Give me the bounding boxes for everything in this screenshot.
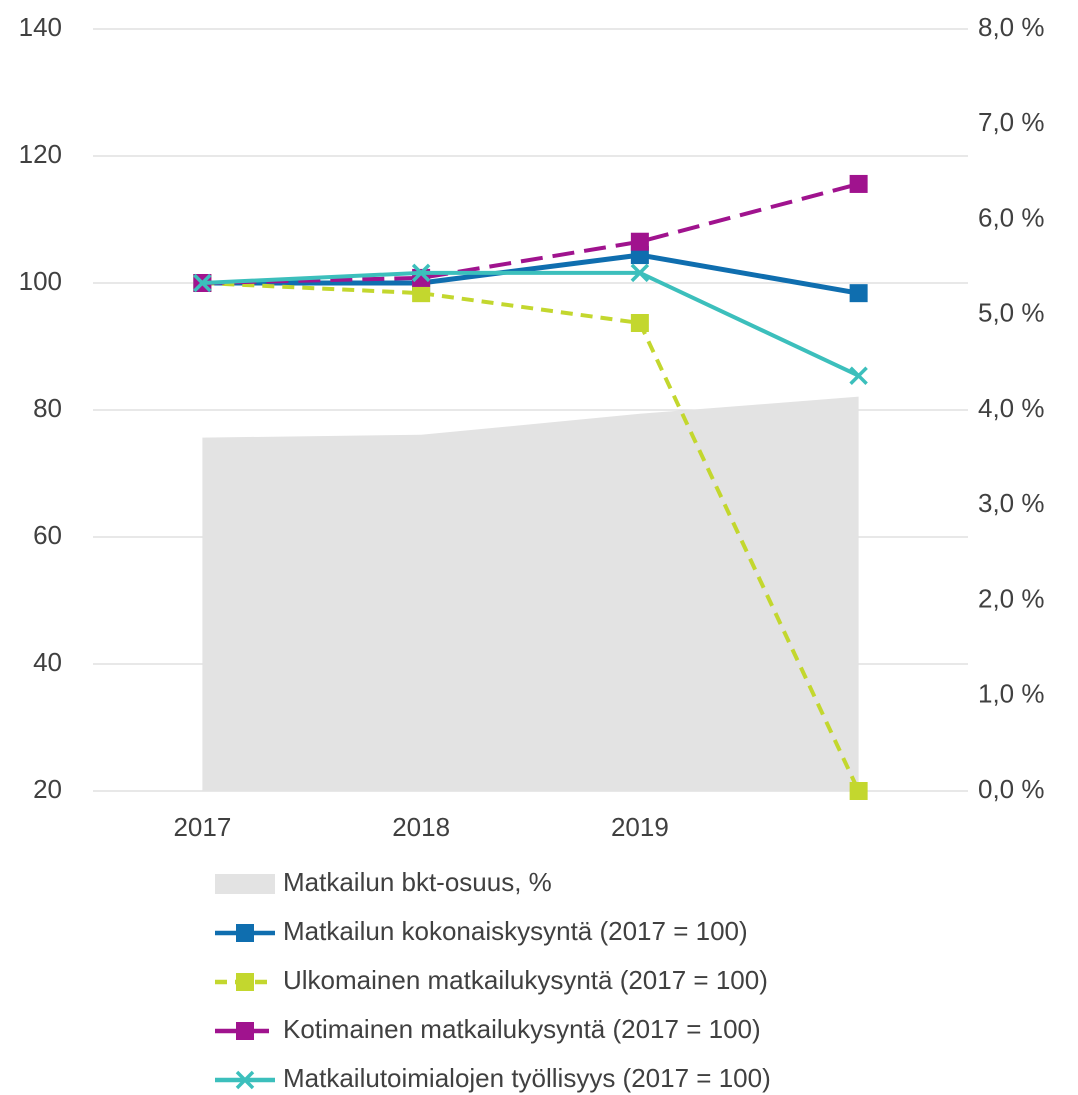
marker [849, 782, 868, 800]
x-tick-label: 2018 [392, 812, 450, 842]
x-tick-label: 2019 [611, 812, 669, 842]
marker [630, 263, 650, 283]
y2-tick-label: 6,0 % [978, 202, 1045, 232]
y2-tick-label: 0,0 % [978, 774, 1045, 804]
marker [630, 232, 649, 251]
y2-tick-label: 5,0 % [978, 298, 1045, 328]
legend-marker [235, 1070, 255, 1090]
line [202, 252, 860, 296]
y-tick-label: 100 [19, 266, 62, 296]
legend-label: Matkailun kokonaiskysyntä (2017 = 100) [283, 916, 748, 946]
marker [412, 284, 431, 303]
legend-label: Matkailun bkt-osuus, % [283, 867, 552, 897]
legend-swatch [215, 874, 275, 894]
y2-tick-label: 3,0 % [978, 488, 1045, 518]
y2-tick-label: 1,0 % [978, 679, 1045, 709]
marker [193, 273, 212, 293]
legend-marker [236, 1022, 254, 1040]
y-tick-label: 40 [33, 647, 62, 677]
legend-label: Matkailutoimialojen työllisyys (2017 = 1… [283, 1063, 771, 1093]
marker [849, 174, 868, 193]
y-tick-label: 20 [33, 774, 62, 804]
y-tick-label: 140 [19, 12, 62, 42]
y2-tick-label: 7,0 % [978, 107, 1045, 137]
x-tick-label: 2017 [173, 812, 231, 842]
legend-label: Kotimainen matkailukysyntä (2017 = 100) [283, 1014, 761, 1044]
y-tick-label: 60 [33, 520, 62, 550]
y2-tick-label: 8,0 % [978, 12, 1045, 42]
line [202, 182, 860, 285]
marker [411, 263, 431, 283]
y2-tick-label: 2,0 % [978, 583, 1045, 613]
area [202, 396, 859, 791]
marker [630, 314, 649, 333]
y2-tick-label: 4,0 % [978, 393, 1045, 423]
y-tick-label: 80 [33, 393, 62, 423]
legend-marker [236, 924, 254, 942]
line [202, 270, 860, 378]
legend-marker [236, 973, 254, 991]
legend-label: Ulkomainen matkailukysyntä (2017 = 100) [283, 965, 768, 995]
marker [849, 366, 868, 385]
y-tick-label: 120 [19, 139, 62, 169]
marker [849, 284, 868, 303]
line [202, 281, 861, 792]
